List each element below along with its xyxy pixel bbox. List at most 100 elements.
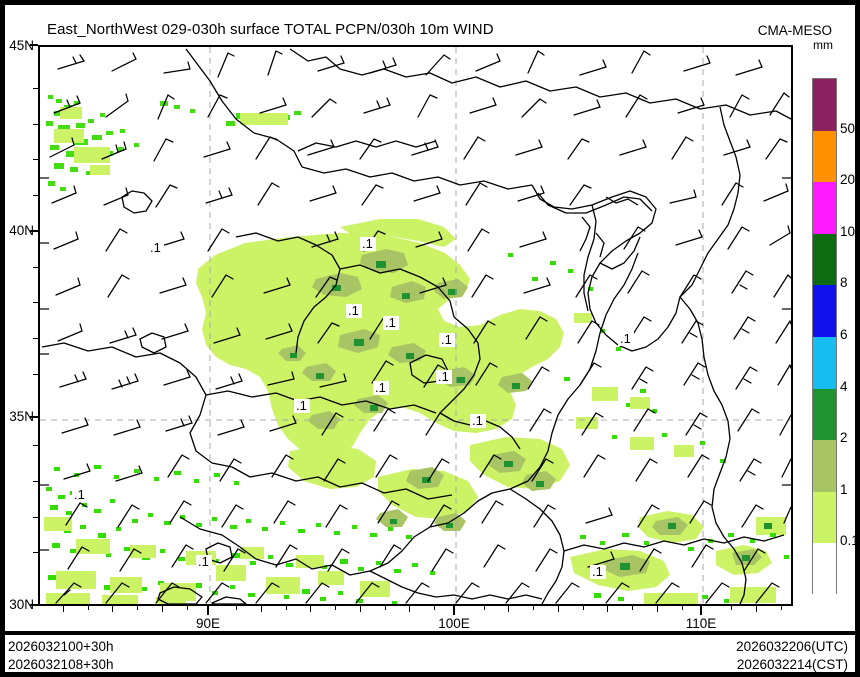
contour-label: .1	[362, 236, 373, 251]
x-minor-tick	[632, 606, 634, 610]
window-border-left	[0, 0, 5, 677]
contour-label: .1	[441, 332, 452, 347]
contour-label-halo	[383, 316, 399, 330]
x-minor-tick	[607, 606, 609, 612]
contour-label: .1	[296, 398, 307, 413]
y-major-tick-35n	[30, 416, 38, 418]
contour-label-halo	[294, 399, 310, 413]
contour-label-halo	[148, 241, 164, 255]
x-major-tick-110e	[700, 606, 702, 615]
colorbar-band-4	[813, 285, 836, 337]
contour-label: .1	[375, 380, 386, 395]
colorbar-tick-4: 4	[840, 378, 848, 394]
y-minor-tick	[33, 302, 38, 304]
colorbar-band-1	[813, 130, 836, 183]
contour-label-halo	[618, 332, 634, 346]
colorbar-tick-2: 2	[840, 430, 848, 446]
contour-label-halo	[346, 304, 362, 318]
y-minor-tick	[33, 123, 38, 125]
contour-label: .1	[198, 554, 209, 569]
x-minor-tick	[508, 606, 510, 612]
x-tick-100e: 100E	[438, 616, 470, 631]
contour-label-halo	[439, 333, 455, 347]
y-major-tick-30n	[30, 604, 38, 606]
y-major-tick-40n	[30, 230, 38, 232]
colorbar-tick-6: 6	[840, 327, 848, 342]
map-plot-area[interactable]: .1 .1 .1 .1 .1 .1 .1 .1 .1 .1 .1 .1 .1	[38, 45, 793, 606]
x-minor-tick	[780, 606, 782, 610]
colorbar-tick-0.1: 0.1	[840, 533, 859, 549]
contour-label: .1	[150, 240, 161, 255]
precipitation-colorbar[interactable]	[812, 78, 837, 595]
init-time-stamps: 2026032100+30h 2026032108+30h	[8, 638, 114, 674]
x-minor-tick	[582, 606, 584, 610]
x-minor-tick	[62, 606, 64, 612]
y-minor-tick	[33, 159, 38, 161]
window-border-bottom	[0, 672, 860, 677]
x-major-tick-100e	[453, 606, 455, 615]
y-minor-tick	[33, 266, 38, 268]
x-minor-tick	[557, 606, 559, 612]
x-minor-tick	[260, 606, 262, 612]
colorbar-band-8	[813, 491, 836, 544]
y-tick-35n: 35N	[9, 409, 34, 424]
init-time-line-1: 2026032100+30h	[8, 639, 114, 654]
y-minor-tick	[33, 516, 38, 518]
contour-label: .1	[592, 564, 603, 579]
contour-label: .1	[385, 315, 396, 330]
footer-divider	[5, 631, 855, 635]
x-minor-tick	[681, 606, 683, 610]
contour-label: .1	[472, 413, 483, 428]
contour-label-halo	[373, 381, 389, 395]
contour-label-halo	[360, 237, 376, 251]
colorbar-tick-20: 20	[840, 172, 856, 188]
y-minor-tick	[33, 195, 38, 197]
x-minor-tick	[335, 606, 336, 610]
map-canvas: .1 .1 .1 .1 .1 .1 .1 .1 .1 .1 .1 .1 .1	[40, 47, 791, 604]
valid-time-stamps: 2026032206(UTC) 2026032214(CST)	[736, 638, 848, 674]
colorbar-band-9	[813, 543, 836, 595]
x-minor-tick	[285, 606, 287, 610]
colorbar-band-0	[813, 79, 836, 131]
colorbar-band-5	[813, 336, 836, 389]
colorbar-tick-10: 10	[840, 223, 856, 239]
y-tick-40n: 40N	[9, 223, 34, 238]
x-major-tick-90e	[207, 606, 209, 615]
contour-label: .1	[438, 369, 449, 384]
x-tick-110e: 110E	[685, 616, 717, 631]
colorbar-unit-label: mm	[813, 38, 833, 52]
wind-barbs-layer	[49, 50, 791, 604]
x-minor-tick	[161, 606, 163, 612]
contour-label: .1	[620, 331, 631, 346]
x-tick-90e: 90E	[195, 616, 221, 631]
contour-label-halo	[436, 370, 452, 384]
y-minor-tick	[33, 445, 38, 447]
x-minor-tick	[186, 606, 188, 610]
valid-time-cst: 2026032214(CST)	[736, 657, 848, 672]
x-minor-tick	[236, 606, 237, 610]
valid-time-utc: 2026032206(UTC)	[736, 639, 848, 654]
y-minor-tick	[33, 552, 38, 554]
colorbar-tick-8: 8	[840, 275, 848, 291]
x-minor-tick	[755, 606, 757, 612]
x-minor-tick	[87, 606, 89, 610]
x-minor-tick	[533, 606, 535, 610]
y-major-tick-45n	[30, 44, 38, 46]
contour-label-halo	[72, 488, 88, 502]
x-minor-tick	[656, 606, 658, 612]
x-minor-tick	[434, 606, 436, 610]
x-minor-tick	[483, 606, 485, 610]
contour-label-halo	[590, 565, 606, 579]
window-border-right	[855, 0, 860, 677]
init-time-line-2: 2026032108+30h	[8, 657, 114, 672]
x-minor-tick	[310, 606, 312, 612]
contour-label-halo	[470, 414, 486, 428]
x-minor-tick	[137, 606, 138, 610]
window-border-top	[0, 0, 860, 5]
y-minor-tick	[33, 480, 38, 482]
page-title: East_NorthWest 029-030h surface TOTAL PC…	[47, 21, 494, 38]
colorbar-tick-50: 50	[840, 120, 856, 136]
x-minor-tick	[359, 606, 361, 612]
contour-labels-layer: .1 .1 .1 .1 .1 .1 .1 .1 .1 .1 .1 .1 .1	[72, 236, 634, 579]
colorbar-band-3	[813, 233, 836, 286]
